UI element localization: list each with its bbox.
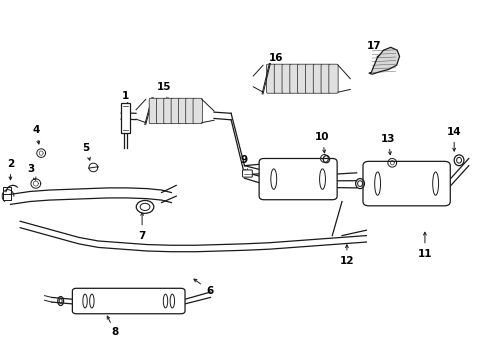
Text: 9: 9	[241, 155, 247, 165]
FancyBboxPatch shape	[163, 98, 173, 124]
Text: 12: 12	[339, 256, 353, 266]
Text: 5: 5	[82, 143, 89, 153]
Text: 10: 10	[315, 132, 329, 142]
Text: 3: 3	[27, 164, 35, 174]
Text: 17: 17	[366, 41, 380, 50]
Text: 16: 16	[268, 53, 283, 63]
Circle shape	[136, 201, 154, 213]
Text: 7: 7	[138, 231, 145, 240]
Polygon shape	[368, 47, 399, 74]
Text: 6: 6	[206, 286, 214, 296]
FancyBboxPatch shape	[282, 64, 291, 93]
FancyBboxPatch shape	[242, 170, 252, 177]
FancyBboxPatch shape	[185, 98, 195, 124]
FancyBboxPatch shape	[297, 64, 306, 93]
FancyBboxPatch shape	[178, 98, 187, 124]
FancyBboxPatch shape	[156, 98, 165, 124]
FancyBboxPatch shape	[72, 288, 184, 314]
FancyBboxPatch shape	[328, 64, 337, 93]
Text: 13: 13	[380, 134, 395, 144]
Text: 8: 8	[111, 327, 119, 337]
FancyBboxPatch shape	[171, 98, 180, 124]
Text: 4: 4	[32, 125, 40, 135]
FancyBboxPatch shape	[321, 64, 330, 93]
FancyBboxPatch shape	[193, 98, 202, 124]
FancyBboxPatch shape	[274, 64, 283, 93]
FancyBboxPatch shape	[313, 64, 322, 93]
FancyBboxPatch shape	[149, 98, 158, 124]
FancyBboxPatch shape	[305, 64, 314, 93]
Text: 14: 14	[446, 127, 461, 136]
FancyBboxPatch shape	[259, 158, 336, 200]
Text: 2: 2	[7, 159, 14, 169]
FancyBboxPatch shape	[362, 161, 449, 206]
FancyBboxPatch shape	[266, 64, 275, 93]
Text: 11: 11	[417, 248, 431, 258]
Text: 15: 15	[157, 82, 171, 92]
Text: 1: 1	[121, 91, 128, 101]
FancyBboxPatch shape	[121, 103, 130, 134]
FancyBboxPatch shape	[289, 64, 299, 93]
